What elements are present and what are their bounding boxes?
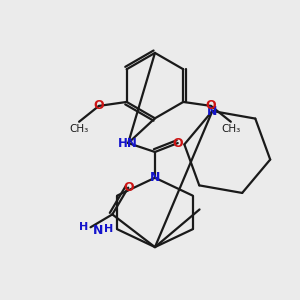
Text: N: N	[207, 104, 218, 118]
Text: O: O	[123, 181, 134, 194]
Text: O: O	[172, 136, 183, 150]
Text: N: N	[150, 171, 160, 184]
Text: H: H	[104, 224, 113, 234]
Text: N: N	[93, 224, 104, 237]
Text: HN: HN	[118, 136, 138, 150]
Text: CH₃: CH₃	[70, 124, 89, 134]
Text: O: O	[206, 99, 216, 112]
Text: H: H	[79, 222, 88, 232]
Text: CH₃: CH₃	[221, 124, 240, 134]
Text: O: O	[94, 99, 104, 112]
